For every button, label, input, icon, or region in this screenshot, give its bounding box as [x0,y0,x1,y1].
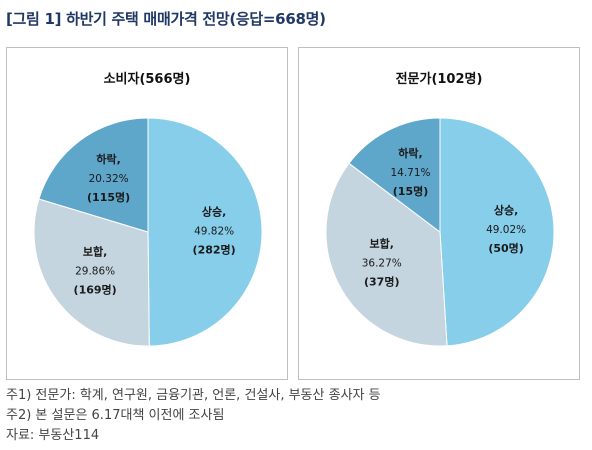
expert-hold-name-label: 보합, [370,236,394,250]
consumer-rise-name-label: 상승, [202,205,226,219]
expert-hold-count-label: (37명) [364,274,399,288]
expert-pie-chart: 상승, 49.02% (50명) 보합, 36.27% (37명) 하락, 14.71% (15… [325,117,555,347]
expert-fall-count-label: (15명) [393,184,428,198]
consumer-hold-percent-label: 29.86% [75,266,115,278]
consumer-slice-fall [38,117,149,233]
expert-slice-rise [439,117,555,347]
source-note: 자료: 부동산114 [6,428,100,443]
consumer-slice-rise [147,117,263,347]
figure-title: [그림 1] 하반기 주택 매매가격 전망(응답=668명) [6,10,326,28]
consumer-fall-name-label: 하락, [96,152,120,166]
consumer-hold-name-label: 보합, [83,245,107,259]
footnote-1: 주1) 전문가: 학계, 연구원, 금융기관, 언론, 건설사, 부동산 종사자… [6,388,381,403]
expert-slice-hold [325,162,448,347]
expert-fall-name-label: 하락, [398,146,422,160]
expert-rise-count-label: (50명) [488,241,523,255]
expert-fall-percent-label: 14.71% [390,167,430,179]
consumer-slice-hold [33,198,150,347]
consumer-chart-title: 소비자(566명) [103,72,191,87]
consumer-fall-percent-label: 20.32% [89,173,129,185]
expert-slice-fall [348,117,441,234]
consumer-hold-count-label: (169명) [74,283,117,297]
consumer-rise-count-label: (282명) [193,243,236,257]
expert-chart-panel: 전문가(102명) 상승, 49.02% (50명) 보합, 36.27% (37명) 하락… [298,47,580,380]
footnote-2: 주2) 본 설문은 6.17대책 이전에 조사됨 [6,408,225,423]
expert-chart-title: 전문가(102명) [395,72,483,87]
consumer-pie-chart: 상승, 49.82% (282명) 보합, 29.86% (169명) 하락, 20.32% (… [33,117,263,347]
expert-rise-percent-label: 49.02% [486,224,526,236]
consumer-fall-count-label: (115명) [87,190,130,204]
consumer-rise-percent-label: 49.82% [194,226,234,238]
expert-rise-name-label: 상승, [494,203,518,217]
footnotes: 주1) 전문가: 학계, 연구원, 금융기관, 언론, 건설사, 부동산 종사자… [6,386,381,446]
consumer-chart-panel: 소비자(566명) 상승, 49.82% (282명) 보합, 29.86% (169명)… [6,47,288,380]
expert-hold-percent-label: 36.27% [362,257,402,269]
